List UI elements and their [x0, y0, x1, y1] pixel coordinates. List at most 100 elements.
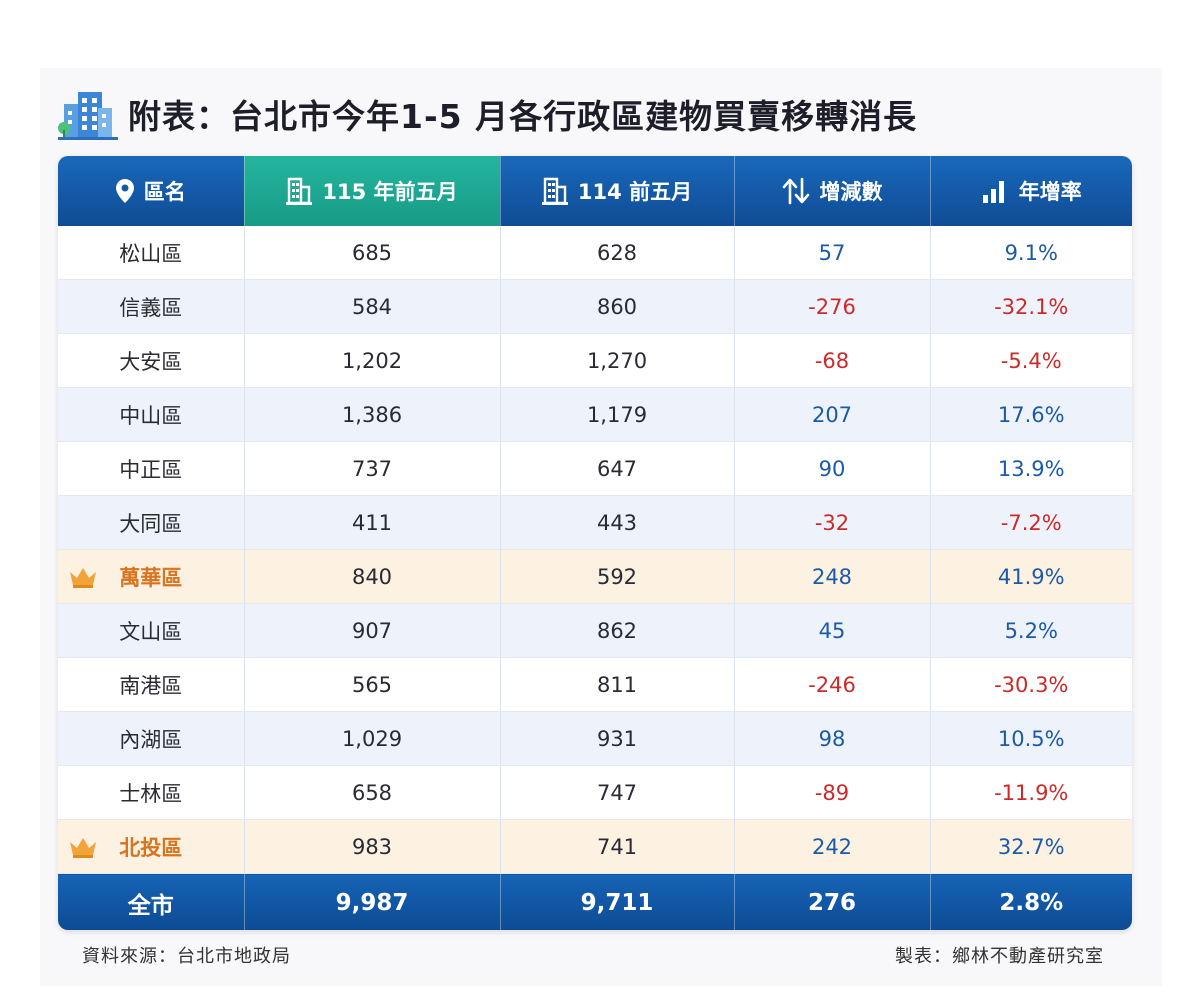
district-cell: 萬華區 — [58, 549, 245, 604]
table-header-row: 區名 115 年前五月 — [58, 156, 1132, 226]
value-115-cell: 983 — [244, 819, 501, 874]
table-row: 大同區 411 443 -32 -7.2% — [58, 495, 1132, 550]
district-cell: 中正區 — [58, 441, 245, 496]
district-cell: 大安區 — [58, 333, 245, 388]
value-114-cell: 747 — [500, 765, 735, 820]
district-label: 南港區 — [119, 673, 183, 698]
table-row: 信義區 584 860 -276 -32.1% — [58, 279, 1132, 334]
total-rate: 2.8% — [930, 873, 1132, 930]
header-rate-label: 年增率 — [1018, 180, 1082, 204]
district-label: 文山區 — [119, 619, 183, 644]
change-cell: -68 — [734, 333, 931, 388]
value-115-cell: 1,386 — [244, 387, 501, 442]
value-114-cell: 592 — [500, 549, 735, 604]
change-cell: 45 — [734, 603, 931, 658]
rate-cell: 5.2% — [930, 603, 1132, 658]
district-cell: 北投區 — [58, 819, 245, 874]
change-cell: -276 — [734, 279, 931, 334]
location-pin-icon — [115, 179, 134, 203]
bar-chart-icon — [982, 181, 1004, 203]
value-114-cell: 860 — [500, 279, 735, 334]
district-label: 士林區 — [119, 781, 183, 806]
page-title: 附表：台北市今年1-5 月各行政區建物買賣移轉消長 — [128, 97, 918, 136]
rate-cell: 41.9% — [930, 549, 1132, 604]
total-district: 全市 — [58, 873, 245, 930]
value-114-cell: 1,270 — [500, 333, 735, 388]
title-row: 附表：台北市今年1-5 月各行政區建物買賣移轉消長 — [58, 86, 917, 142]
header-rate: 年增率 — [930, 156, 1132, 226]
district-cell: 士林區 — [58, 765, 245, 820]
district-label: 中山區 — [119, 403, 183, 428]
crown-icon — [70, 567, 96, 588]
value-115-cell: 840 — [244, 549, 501, 604]
district-cell: 南港區 — [58, 657, 245, 712]
crown-icon — [70, 837, 96, 858]
rate-cell: 13.9% — [930, 441, 1132, 496]
table-row: 北投區 983 741 242 32.7% — [58, 819, 1132, 874]
table-row: 南港區 565 811 -246 -30.3% — [58, 657, 1132, 712]
table-row: 文山區 907 862 45 5.2% — [58, 603, 1132, 658]
header-114-label: 114 前五月 — [577, 180, 693, 204]
rate-cell: -32.1% — [930, 279, 1132, 334]
header-115: 115 年前五月 — [244, 156, 501, 226]
district-label: 松山區 — [119, 241, 183, 266]
rate-cell: 10.5% — [930, 711, 1132, 766]
change-cell: 207 — [734, 387, 931, 442]
district-label: 北投區 — [119, 835, 183, 860]
table-row: 中正區 737 647 90 13.9% — [58, 441, 1132, 496]
district-cell: 內湖區 — [58, 711, 245, 766]
value-114-cell: 862 — [500, 603, 735, 658]
district-cell: 文山區 — [58, 603, 245, 658]
header-district-label: 區名 — [143, 180, 186, 204]
value-114-cell: 647 — [500, 441, 735, 496]
change-cell: 242 — [734, 819, 931, 874]
district-label: 中正區 — [119, 457, 183, 482]
change-cell: -89 — [734, 765, 931, 820]
value-114-cell: 1,179 — [500, 387, 735, 442]
table-row: 松山區 685 628 57 9.1% — [58, 226, 1132, 280]
up-down-arrows-icon — [782, 177, 809, 205]
value-115-cell: 1,202 — [244, 333, 501, 388]
district-label: 信義區 — [119, 295, 183, 320]
total-114: 9,711 — [500, 873, 735, 930]
change-cell: 98 — [734, 711, 931, 766]
change-cell: -32 — [734, 495, 931, 550]
header-change: 增減數 — [734, 156, 931, 226]
district-cell: 大同區 — [58, 495, 245, 550]
value-115-cell: 658 — [244, 765, 501, 820]
building-icon — [541, 177, 568, 205]
value-114-cell: 811 — [500, 657, 735, 712]
header-114: 114 前五月 — [500, 156, 735, 226]
district-cell: 信義區 — [58, 279, 245, 334]
building-icon — [286, 177, 313, 205]
district-label: 大同區 — [119, 511, 183, 536]
value-115-cell: 584 — [244, 279, 501, 334]
district-cell: 中山區 — [58, 387, 245, 442]
source-note: 資料來源：台北市地政局 — [82, 946, 291, 967]
district-label: 大安區 — [119, 349, 183, 374]
table-row: 士林區 658 747 -89 -11.9% — [58, 765, 1132, 820]
value-114-cell: 931 — [500, 711, 735, 766]
value-114-cell: 628 — [500, 226, 735, 280]
district-label: 萬華區 — [119, 565, 183, 590]
total-115: 9,987 — [244, 873, 501, 930]
data-table: 區名 115 年前五月 — [58, 156, 1132, 930]
value-115-cell: 737 — [244, 441, 501, 496]
change-cell: 90 — [734, 441, 931, 496]
change-cell: 248 — [734, 549, 931, 604]
value-114-cell: 443 — [500, 495, 735, 550]
table-row: 中山區 1,386 1,179 207 17.6% — [58, 387, 1132, 442]
value-115-cell: 1,029 — [244, 711, 501, 766]
change-cell: 57 — [734, 226, 931, 280]
district-cell: 松山區 — [58, 226, 245, 280]
table-row: 萬華區 840 592 248 41.9% — [58, 549, 1132, 604]
maker-note: 製表：鄉林不動產研究室 — [895, 946, 1104, 967]
district-label: 內湖區 — [119, 727, 183, 752]
header-change-label: 增減數 — [819, 180, 883, 204]
rate-cell: -30.3% — [930, 657, 1132, 712]
rate-cell: -11.9% — [930, 765, 1132, 820]
rate-cell: 32.7% — [930, 819, 1132, 874]
total-change: 276 — [734, 873, 931, 930]
change-cell: -246 — [734, 657, 931, 712]
table-row: 內湖區 1,029 931 98 10.5% — [58, 711, 1132, 766]
